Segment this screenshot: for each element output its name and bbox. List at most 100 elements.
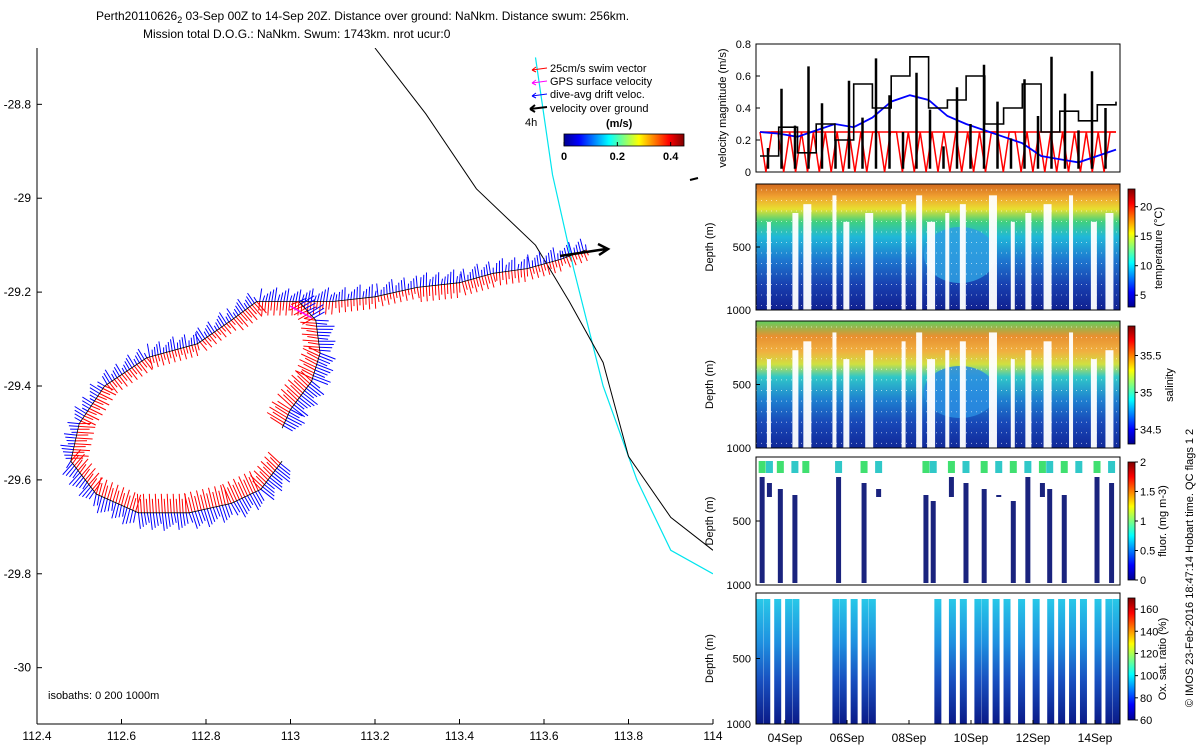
fluorescence-surface [929, 461, 937, 473]
time-tick-label: 14Sep [1078, 731, 1113, 745]
legend-ground-velocity: velocity over ground [529, 103, 648, 115]
profile-gap [927, 221, 936, 310]
oxygen-profile [1047, 599, 1055, 724]
legend-ground-label: velocity over ground [550, 103, 648, 115]
drift-vector-segment [226, 292, 258, 319]
map-x-ticks: 112.4 112.6 112.8 113 113.2 113.4 113.6 113.8 11… [22, 719, 723, 743]
time-tick-label: 12Sep [1016, 731, 1051, 745]
oxygen-profile [792, 599, 800, 724]
swim-vector-segment [199, 319, 237, 351]
legend-ground-arrow [529, 104, 548, 113]
oxygen-colorbar: Ox. sat. ratio (%) 60 80 100 120 140 160 [1127, 597, 1169, 727]
profile-gap [766, 221, 771, 310]
oxygen-profile [868, 599, 876, 724]
oxygen-profile [839, 599, 847, 724]
fluorescence-profile [759, 477, 765, 583]
profile-gap [916, 195, 923, 310]
depth-tick-label: 1000 [727, 443, 751, 455]
fluorescence-surface [1046, 461, 1054, 473]
velocity-y-tick-label: 0.8 [736, 39, 751, 51]
oxygen-profile [1079, 599, 1087, 724]
isobath-200m-line [374, 48, 713, 551]
time-tick-label: 08Sep [892, 731, 927, 745]
swim-vector-segment [495, 268, 529, 286]
oxygen-profile [1105, 599, 1113, 724]
drift-vector-segment [137, 512, 189, 531]
swim-vector-segment [95, 477, 142, 512]
depth-tick-label: 500 [733, 654, 751, 666]
fluorescence-profile [963, 483, 969, 583]
profile-gap [916, 332, 923, 448]
map-x-tick-label: 112.8 [191, 729, 220, 743]
depth-tick-label: 1000 [727, 580, 751, 592]
fluorescence-profile [948, 477, 954, 497]
fluorescence-profile [836, 477, 842, 583]
colorbar-tick-label: 2 [1140, 457, 1146, 469]
drift-vector-segment [230, 490, 265, 518]
colorbar-tick-label: 140 [1140, 626, 1158, 638]
fluorescence-surface [1075, 461, 1083, 473]
fluorescence-surface [1009, 461, 1017, 473]
profile-gap [945, 350, 950, 448]
profile-gap [988, 195, 997, 310]
oxygen-colorbar-bar [1127, 597, 1136, 721]
profile-gap [832, 195, 837, 310]
profile-gap [865, 212, 874, 310]
drift-vector-segment [74, 381, 105, 422]
drift-vector-segment [188, 503, 233, 529]
fluorescence-surface [980, 461, 988, 473]
profile-gap [792, 212, 799, 310]
track-line [281, 301, 321, 429]
legend-swim-arrow [531, 66, 548, 73]
profile-gap [1105, 212, 1114, 310]
map-y-tick-label: -29.2 [4, 285, 32, 299]
swim-vector-segment [295, 346, 321, 379]
fluorescence-profile [1010, 501, 1016, 583]
colorbar-tick-label: 5 [1140, 290, 1146, 302]
temperature-colorbar: temperature (°C) 5 10 15 20 [1127, 188, 1165, 308]
time-tick-label: 10Sep [954, 731, 989, 745]
map-colorbar-ticks: 0 0.2 0.4 [561, 142, 679, 163]
map-x-tick-label: 112.4 [22, 729, 51, 743]
oxygen-profile [774, 599, 782, 724]
map-x-tick-label: 113.2 [360, 729, 389, 743]
fluorescence-colorbar-label: fluor. (mg m-3) [1157, 485, 1169, 557]
map-panel: 112.4 112.6 112.8 113 113.2 113.4 113.6 113.8 11… [4, 48, 723, 743]
map-y-ticks: -28.8 -29 -29.2 -29.4 -29.6 -29.8 -30 [4, 97, 42, 675]
oxygen-profile [974, 599, 982, 724]
fluorescence-profile [930, 501, 936, 583]
swim-vector-segment [461, 273, 496, 296]
depth-tick-label: 1000 [727, 719, 751, 731]
fluorescence-colorbar-bar [1127, 461, 1136, 581]
oxygen-profile [1058, 599, 1066, 724]
fluorescence-surface [1108, 461, 1116, 473]
colorbar-tick-label: 35 [1140, 387, 1152, 399]
depth-tick-label: 1000 [727, 305, 751, 317]
oxygen-profile [756, 599, 763, 724]
oxygen-profile [1069, 599, 1077, 724]
profile-gap [959, 204, 966, 310]
swim-vector-segment [222, 471, 259, 504]
colorbar-tick-label: 0.5 [1140, 546, 1155, 558]
fluorescence-profile [1094, 477, 1100, 583]
fluorescence-surface [1038, 461, 1046, 473]
swim-vector-segment [335, 296, 377, 313]
oxygen-profile [948, 599, 956, 724]
isobaths-note: isobaths: 0 200 1000m [48, 690, 159, 702]
map-y-tick-label: -29.8 [4, 567, 32, 581]
fluorescence-profile [1109, 483, 1115, 583]
swim-vector-segment [419, 282, 461, 303]
map-y-tick-label: -30 [14, 661, 32, 675]
velocity-ylabel: velocity magnitude (m/s) [717, 48, 729, 167]
fluorescence-profile [1039, 483, 1045, 497]
drift-vector-segment [93, 493, 137, 525]
oxygen-profile [1094, 599, 1102, 724]
fluorescence-surface [995, 461, 1003, 473]
colorbar-tick-label: 35.5 [1140, 351, 1161, 363]
legend-time-label: 4h [525, 117, 537, 129]
salinity-panel [756, 321, 1120, 448]
map-colorbar-tick-label: 0.2 [610, 151, 625, 163]
colorbar-tick-label: 160 [1140, 604, 1158, 616]
fluorescence-profile [766, 483, 772, 497]
